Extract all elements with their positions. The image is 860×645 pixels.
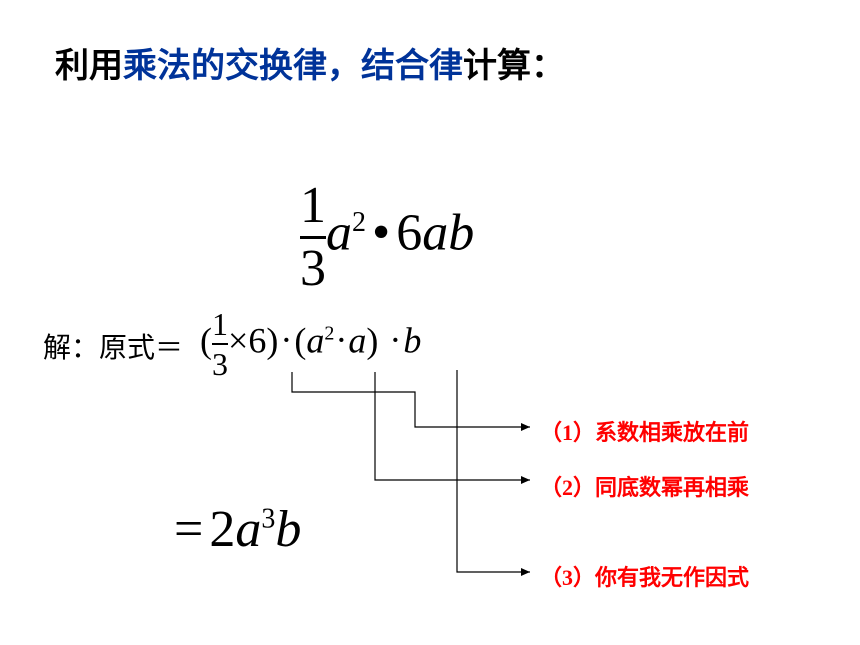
annotation-1: （1）系数相乘放在前 bbox=[540, 415, 749, 447]
multiplication-dot: • bbox=[366, 204, 396, 261]
var-b-step1: b bbox=[403, 320, 421, 360]
var-a-step1: a bbox=[306, 320, 324, 360]
times-sign: × bbox=[228, 320, 248, 360]
title-part-3: 计算： bbox=[463, 48, 565, 85]
paren-close-1: ) bbox=[266, 320, 278, 360]
variable-b: b bbox=[448, 204, 474, 261]
fraction-numerator: 1 bbox=[300, 180, 326, 232]
var-b-result: b bbox=[275, 501, 301, 558]
mdot-2: · bbox=[334, 320, 348, 360]
annotation-3: （3）你有我无作因式 bbox=[540, 560, 749, 592]
frac-den-step1: 3 bbox=[212, 348, 228, 380]
coefficient-2: 2 bbox=[203, 501, 235, 558]
sup-2-step1: 2 bbox=[324, 322, 334, 344]
sup-3: 3 bbox=[261, 504, 275, 535]
title-part-2: 乘法的交换律，结合律 bbox=[123, 48, 463, 85]
equals-sign: = bbox=[174, 501, 203, 558]
step-1-expression: ( 1 3 ×6)·(a2·a) ·b bbox=[200, 308, 421, 380]
page-title: 利用乘法的交换律，结合律计算： bbox=[55, 38, 565, 87]
variable-a2: a bbox=[422, 204, 448, 261]
coefficient-6: 6 bbox=[396, 204, 422, 261]
paren-open-2: ( bbox=[294, 320, 306, 360]
fraction-denominator: 3 bbox=[300, 243, 326, 295]
title-part-1: 利用 bbox=[55, 48, 123, 85]
paren-open-1: ( bbox=[200, 320, 212, 360]
step-2-result: =2a3b bbox=[174, 500, 301, 559]
frac-num-step1: 1 bbox=[212, 308, 228, 340]
fraction-step1: 1 3 bbox=[212, 308, 228, 380]
fraction-one-third: 1 3 bbox=[300, 180, 326, 295]
solution-prefix: 解：原式＝ bbox=[43, 326, 183, 366]
paren-close-2: ) bbox=[366, 320, 378, 360]
variable-a: a bbox=[326, 204, 352, 261]
var-a-result: a bbox=[235, 501, 261, 558]
fraction-bar bbox=[300, 236, 326, 239]
var-a2-step1: a bbox=[348, 320, 366, 360]
annotation-connector-lines bbox=[0, 0, 860, 645]
main-expression: 1 3 a2•6ab bbox=[300, 180, 474, 295]
mdot-1: · bbox=[278, 320, 294, 360]
mdot-3: · bbox=[387, 320, 403, 360]
annotation-2: （2）同底数幂再相乘 bbox=[540, 470, 749, 502]
six-step1: 6 bbox=[248, 320, 266, 360]
superscript-2: 2 bbox=[352, 207, 366, 238]
frac-bar-step1 bbox=[212, 343, 228, 345]
